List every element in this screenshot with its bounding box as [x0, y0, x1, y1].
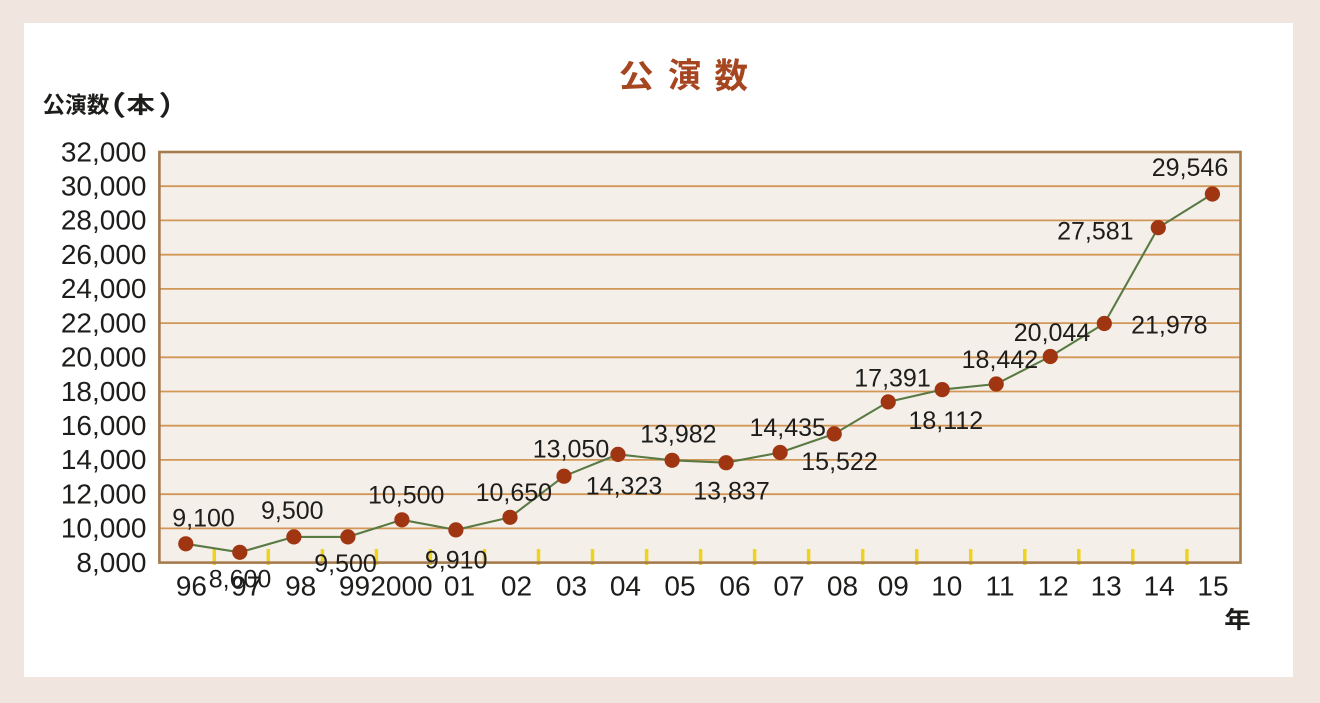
svg-text:27,581: 27,581: [1057, 218, 1133, 246]
svg-text:02: 02: [501, 570, 532, 601]
svg-text:13,982: 13,982: [640, 420, 716, 448]
svg-text:11: 11: [986, 570, 1015, 601]
svg-text:96: 96: [176, 570, 207, 601]
svg-text:8,600: 8,600: [209, 566, 272, 594]
svg-text:98: 98: [285, 570, 316, 601]
svg-text:03: 03: [556, 570, 587, 601]
svg-text:8,000: 8,000: [76, 547, 146, 578]
svg-text:18,112: 18,112: [908, 407, 983, 435]
svg-text:97: 97: [231, 570, 262, 601]
svg-text:14,323: 14,323: [586, 472, 662, 500]
svg-text:20,000: 20,000: [61, 342, 147, 373]
svg-text:14,000: 14,000: [61, 444, 147, 475]
svg-text:32,000: 32,000: [61, 136, 147, 167]
svg-text:28,000: 28,000: [61, 205, 147, 236]
svg-text:08: 08: [827, 570, 858, 601]
svg-text:9,500: 9,500: [261, 497, 324, 525]
svg-text:29,546: 29,546: [1152, 154, 1228, 182]
svg-text:14,435: 14,435: [749, 414, 825, 442]
svg-text:06: 06: [719, 570, 750, 601]
svg-text:24,000: 24,000: [61, 273, 147, 304]
svg-text:15,522: 15,522: [801, 448, 877, 476]
svg-text:04: 04: [610, 570, 641, 601]
svg-text:26,000: 26,000: [61, 239, 147, 270]
svg-text:13,050: 13,050: [533, 435, 609, 463]
svg-text:07: 07: [773, 570, 804, 601]
svg-text:10: 10: [931, 570, 962, 601]
svg-text:10,650: 10,650: [476, 479, 552, 507]
svg-text:15: 15: [1197, 570, 1228, 601]
svg-text:9,910: 9,910: [425, 546, 488, 574]
svg-text:10,500: 10,500: [368, 481, 444, 509]
svg-text:9,100: 9,100: [172, 505, 235, 533]
svg-text:13: 13: [1091, 570, 1122, 601]
svg-text:17,391: 17,391: [854, 364, 930, 392]
svg-text:13,837: 13,837: [693, 478, 769, 506]
svg-text:18,000: 18,000: [61, 376, 147, 407]
svg-text:20,044: 20,044: [1014, 319, 1091, 347]
svg-text:30,000: 30,000: [61, 171, 147, 202]
svg-text:18,442: 18,442: [962, 346, 1038, 374]
svg-text:16,000: 16,000: [61, 410, 147, 441]
svg-text:2000: 2000: [370, 570, 432, 601]
svg-text:01: 01: [444, 570, 475, 601]
svg-text:9,500: 9,500: [314, 550, 377, 578]
svg-text:14: 14: [1144, 570, 1175, 601]
svg-text:10,000: 10,000: [61, 513, 147, 544]
svg-text:05: 05: [664, 570, 695, 601]
svg-text:09: 09: [878, 570, 909, 601]
svg-text:22,000: 22,000: [61, 307, 147, 338]
svg-text:99: 99: [339, 570, 370, 601]
svg-text:12,000: 12,000: [61, 479, 147, 510]
svg-text:12: 12: [1038, 570, 1069, 601]
svg-text:21,978: 21,978: [1131, 311, 1207, 339]
